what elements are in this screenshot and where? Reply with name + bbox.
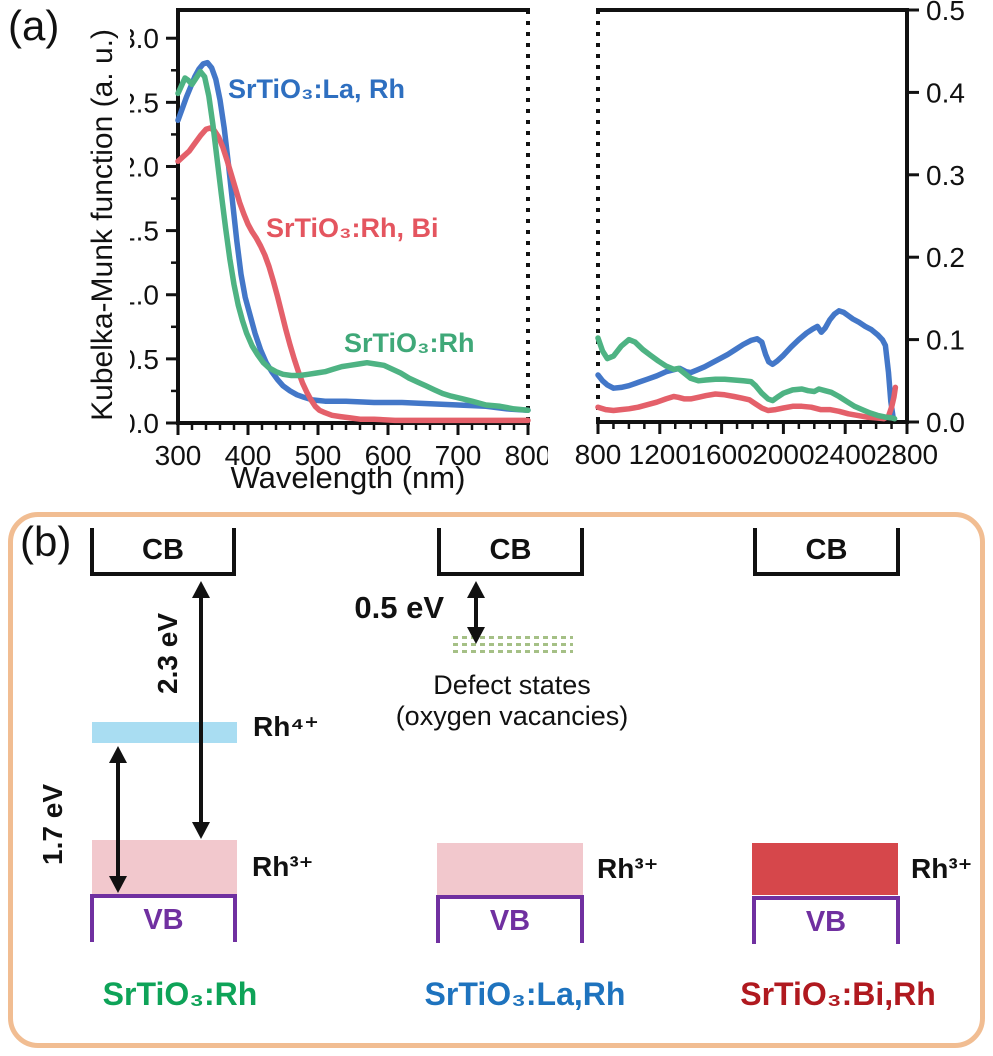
cb-label-left: CB <box>142 533 184 566</box>
svg-text:0.1: 0.1 <box>926 325 965 356</box>
band-diagram-panel: (b) CB CB CB Rh⁴⁺ Rh³⁺ Rh³⁺ Rh³⁺ 2.3 eV … <box>8 512 985 1048</box>
cb-bracket-right: CB <box>753 528 900 576</box>
cb-bracket-left: CB <box>90 528 236 576</box>
svg-text:0.2: 0.2 <box>926 242 965 273</box>
vb-bracket-left: VB <box>90 894 237 942</box>
rh3-label-left: Rh³⁺ <box>252 851 314 882</box>
rh3-level-band-middle <box>437 843 583 895</box>
rh3-label-middle: Rh³⁺ <box>597 853 659 884</box>
svg-text:1.5: 1.5 <box>130 216 159 247</box>
svg-text:0.0: 0.0 <box>130 408 159 439</box>
material-label-srtio3-rh: SrTiO₃:Rh <box>102 976 258 1012</box>
svg-text:3.0: 3.0 <box>130 23 159 54</box>
svg-text:800: 800 <box>575 439 622 470</box>
panel-b-border <box>8 512 985 1048</box>
energy-gap-arrows <box>109 581 485 893</box>
gap-label-1-7-ev: 1.7 eV <box>37 783 68 865</box>
vb-label-middle: VB <box>489 904 531 937</box>
vb-label-right: VB <box>805 905 847 938</box>
y-axis-title: Kubelka-Munk function (a. u.) <box>86 29 119 421</box>
defect-states-band <box>453 633 573 653</box>
defect-states-caption: Defect states (oxygen vacancies) <box>362 670 662 732</box>
vb-bracket-middle: VB <box>436 895 584 943</box>
svg-text:2000: 2000 <box>752 439 814 470</box>
svg-text:0.5: 0.5 <box>926 0 965 26</box>
svg-text:0.4: 0.4 <box>926 77 965 108</box>
x-axis-title: Wavelength (nm) <box>230 460 466 495</box>
vb-bracket-right: VB <box>752 896 900 944</box>
rh4-label: Rh⁴⁺ <box>253 711 319 742</box>
svg-text:1600: 1600 <box>690 439 752 470</box>
svg-text:2.5: 2.5 <box>130 87 159 118</box>
panel-b-label: (b) <box>20 518 72 565</box>
rh3-level-band-right <box>752 843 898 895</box>
curve-label-rh-bi: SrTiO₃:Rh, Bi <box>266 213 439 243</box>
defect-caption-line2: (oxygen vacancies) <box>395 701 629 731</box>
defect-caption-line1: Defect states <box>433 670 591 700</box>
cb-label-right: CB <box>805 533 848 566</box>
svg-text:600: 600 <box>365 440 412 471</box>
rh3-label-right: Rh³⁺ <box>911 853 973 884</box>
cb-label-middle: CB <box>489 533 532 566</box>
svg-text:700: 700 <box>435 440 482 471</box>
nir-chart-right: 800 1200 1600 2000 2400 2800 0.5 0.4 0.3 0.2 0.1 0.… <box>575 0 965 470</box>
cb-bracket-middle: CB <box>437 528 584 576</box>
svg-text:1.0: 1.0 <box>130 280 159 311</box>
svg-text:500: 500 <box>295 440 342 471</box>
svg-text:0.3: 0.3 <box>926 160 965 191</box>
curve-label-la-rh: SrTiO₃:La, Rh <box>228 74 406 104</box>
svg-text:400: 400 <box>225 440 272 471</box>
svg-text:0.5: 0.5 <box>130 344 159 375</box>
vb-label-left: VB <box>143 903 184 936</box>
svg-text:800: 800 <box>505 440 548 471</box>
svg-text:2400: 2400 <box>814 439 876 470</box>
svg-text:2800: 2800 <box>876 439 938 470</box>
svg-text:1200: 1200 <box>629 439 691 470</box>
svg-text:300: 300 <box>155 440 202 471</box>
gap-label-2-3-ev: 2.3 eV <box>152 612 183 694</box>
svg-text:2.0: 2.0 <box>130 151 159 182</box>
material-label-srtio3-la-rh: SrTiO₃:La,Rh <box>424 976 626 1012</box>
svg-text:0.0: 0.0 <box>926 407 965 438</box>
curve-label-rh: SrTiO₃:Rh <box>344 328 475 358</box>
material-label-srtio3-bi-rh: SrTiO₃:Bi,Rh <box>740 976 936 1012</box>
gap-label-0-5-ev: 0.5 eV <box>354 590 444 625</box>
panel-a-label: (a) <box>8 2 60 49</box>
uvvis-chart-left: 300 400 500 600 700 800 3.0 2.5 2.0 1.5 1.0 0.5 0.0 <box>130 8 548 471</box>
